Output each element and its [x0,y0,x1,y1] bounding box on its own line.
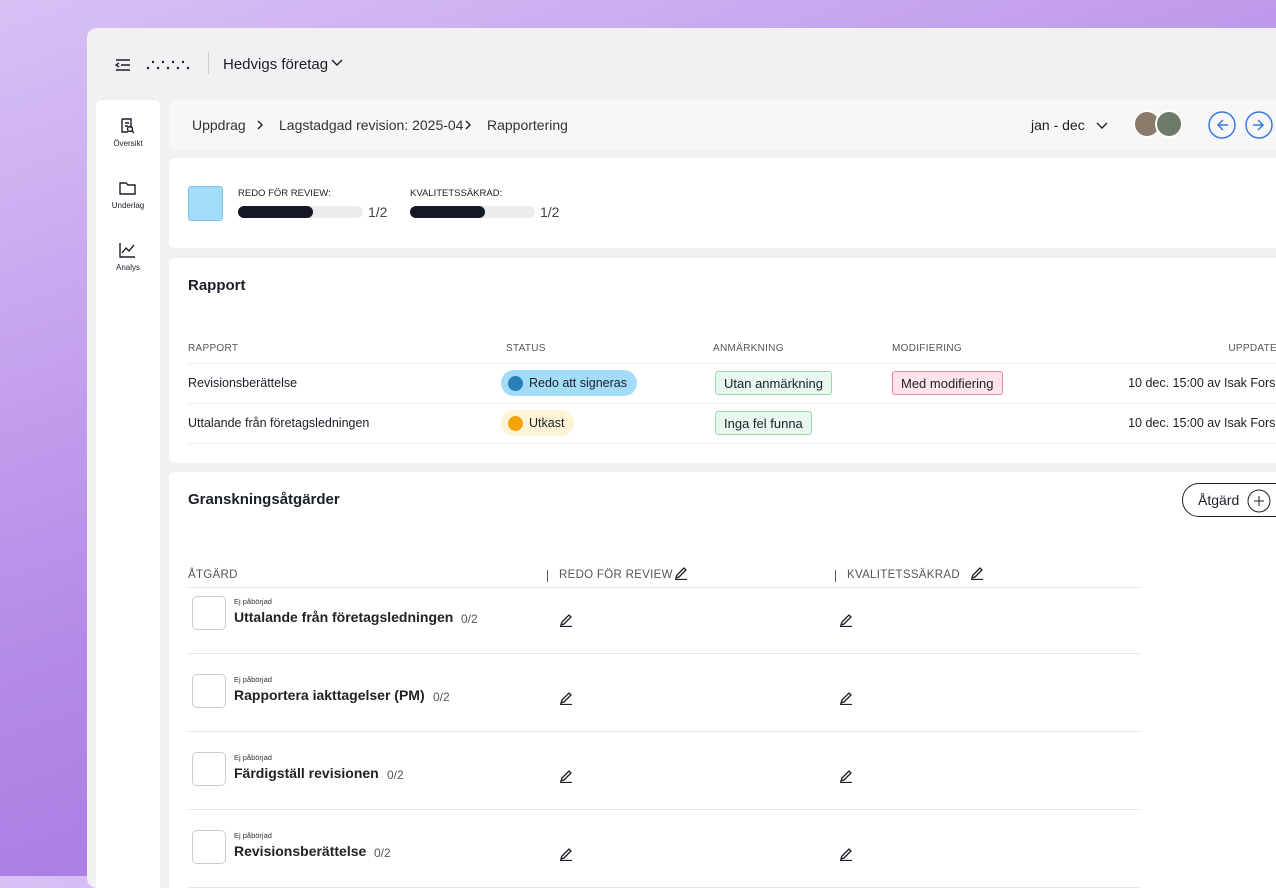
progress-fill [410,206,485,218]
nav-arrow[interactable] [1244,110,1274,145]
row-divider [188,653,1140,654]
action-name: Rapportera iakttagelser (PM) [234,687,425,703]
sidebar-icon[interactable] [119,118,137,141]
menu-icon[interactable] [115,58,131,72]
progress-label: REDO FÖR REVIEW: [238,188,331,199]
edit-icon[interactable] [559,847,573,866]
sidebar: Översikt Underlag Analys [96,100,160,888]
sidebar-label[interactable]: Analys [115,263,140,272]
action-count: 0/2 [433,690,450,704]
edit-icon[interactable] [839,847,853,866]
modification-tag: Med modifiering [892,371,1003,395]
edit-icon[interactable] [559,769,573,788]
action-state: Ej påbörjad [234,831,272,840]
remark-tag: Utan anmärkning [715,371,832,395]
column-header: MODIFIERING [892,343,962,354]
action-name: Färdigställ revisionen [234,765,379,781]
edit-icon[interactable] [559,613,573,632]
edit-icon[interactable] [839,613,853,632]
progress-track [410,206,535,218]
breadcrumb-item[interactable]: Rapportering [487,117,568,133]
report-name: Revisionsberättelse [188,376,298,390]
report-card: Rapport RAPPORT STATUS ANMÄRKNING MODIFIERIN… [169,258,1276,463]
report-name: Uttalande från företagsledningen [188,416,370,430]
row-divider [188,403,1276,404]
progress-label: KVALITETSSÄKRAD: [410,188,503,199]
status-text: Utkast [529,416,565,430]
action-state: Ej påbörjad [234,675,272,684]
breadcrumb-item[interactable]: Lagstadgad revision: 2025-04 [279,117,464,133]
sidebar-label[interactable]: Översikt [113,139,143,148]
status-dot [508,375,523,391]
breadcrumb-sep [255,118,265,136]
column-header: STATUS [506,343,546,354]
edit-icon[interactable] [559,691,573,710]
edit-icon[interactable] [839,691,853,710]
checkbox[interactable] [192,596,226,630]
breadcrumb-bar: Uppdrag Lagstadgad revision: 2025-04 Rappo… [169,100,1276,150]
app-window: Hedvigs företag Översikt Underlag Analys U… [87,28,1276,888]
column-header: KVALITETSSÄKRAD [847,569,960,581]
edit-icon[interactable] [970,566,984,585]
status-pill[interactable]: Utkast [501,410,575,436]
breadcrumb-item[interactable]: Uppdrag [192,117,246,133]
column-header: ÅTGÄRD [188,569,238,581]
section-title: Rapport [188,277,246,294]
sidebar-icon[interactable] [119,242,137,265]
row-divider [188,731,1140,732]
column-header: UPPDATERAD [1228,343,1276,354]
action-count: 0/2 [374,846,391,860]
sidebar-icon[interactable] [119,180,137,203]
edit-icon[interactable] [839,769,853,788]
status-square [188,186,223,221]
checkbox[interactable] [192,830,226,864]
progress-value: 1/2 [540,204,560,220]
section-title: Granskningsåtgärder [188,491,340,508]
chevron[interactable] [1095,118,1109,136]
actions-card: Granskningsåtgärder Åtgärd ÅTGÄRD REDO FÖR … [169,472,1276,888]
checkbox[interactable] [192,674,226,708]
logo [146,60,190,70]
action-state: Ej påbörjad [234,597,272,606]
action-count: 0/2 [387,768,404,782]
button-label[interactable]: Åtgärd [1198,492,1240,508]
action-name: Revisionsberättelse [234,843,367,859]
row-divider [188,809,1140,810]
column-sep [835,570,836,582]
progress-card: REDO FÖR REVIEW: 1/2 KVALITETSSÄKRAD: 1/2 [169,158,1276,248]
progress-fill [238,206,313,218]
action-state: Ej påbörjad [234,753,272,762]
row-divider [188,587,1140,588]
column-header: RAPPORT [188,343,239,354]
checkbox[interactable] [192,752,226,786]
column-sep [547,570,548,582]
chevron[interactable] [330,58,344,68]
progress-track [238,206,363,218]
nav-arrow[interactable] [1207,110,1237,145]
breadcrumb-sep [463,118,473,136]
updated-text: 10 dec. 15:00 av Isak Forslund [1128,416,1276,430]
action-count: 0/2 [461,612,478,626]
updated-text: 10 dec. 15:00 av Isak Forslund [1128,376,1276,390]
column-header: ANMÄRKNING [713,343,784,354]
action-name: Uttalande från företagsledningen [234,609,454,625]
add-button[interactable]: Åtgärd [1182,483,1276,517]
row-divider [188,443,1276,444]
column-header: REDO FÖR REVIEW [559,569,673,581]
progress-value: 1/2 [368,204,388,220]
sidebar-label[interactable]: Underlag [111,201,145,210]
status-dot [508,415,523,431]
company-name[interactable]: Hedvigs företag [223,56,329,73]
status-pill[interactable]: Redo att signeras [501,370,637,396]
remark-tag: Inga fel funna [715,411,812,435]
period-select[interactable]: jan - dec [1031,117,1085,133]
avatar [1155,110,1183,138]
row-divider [188,363,1276,364]
status-text: Redo att signeras [529,376,627,390]
edit-icon[interactable] [674,566,688,585]
